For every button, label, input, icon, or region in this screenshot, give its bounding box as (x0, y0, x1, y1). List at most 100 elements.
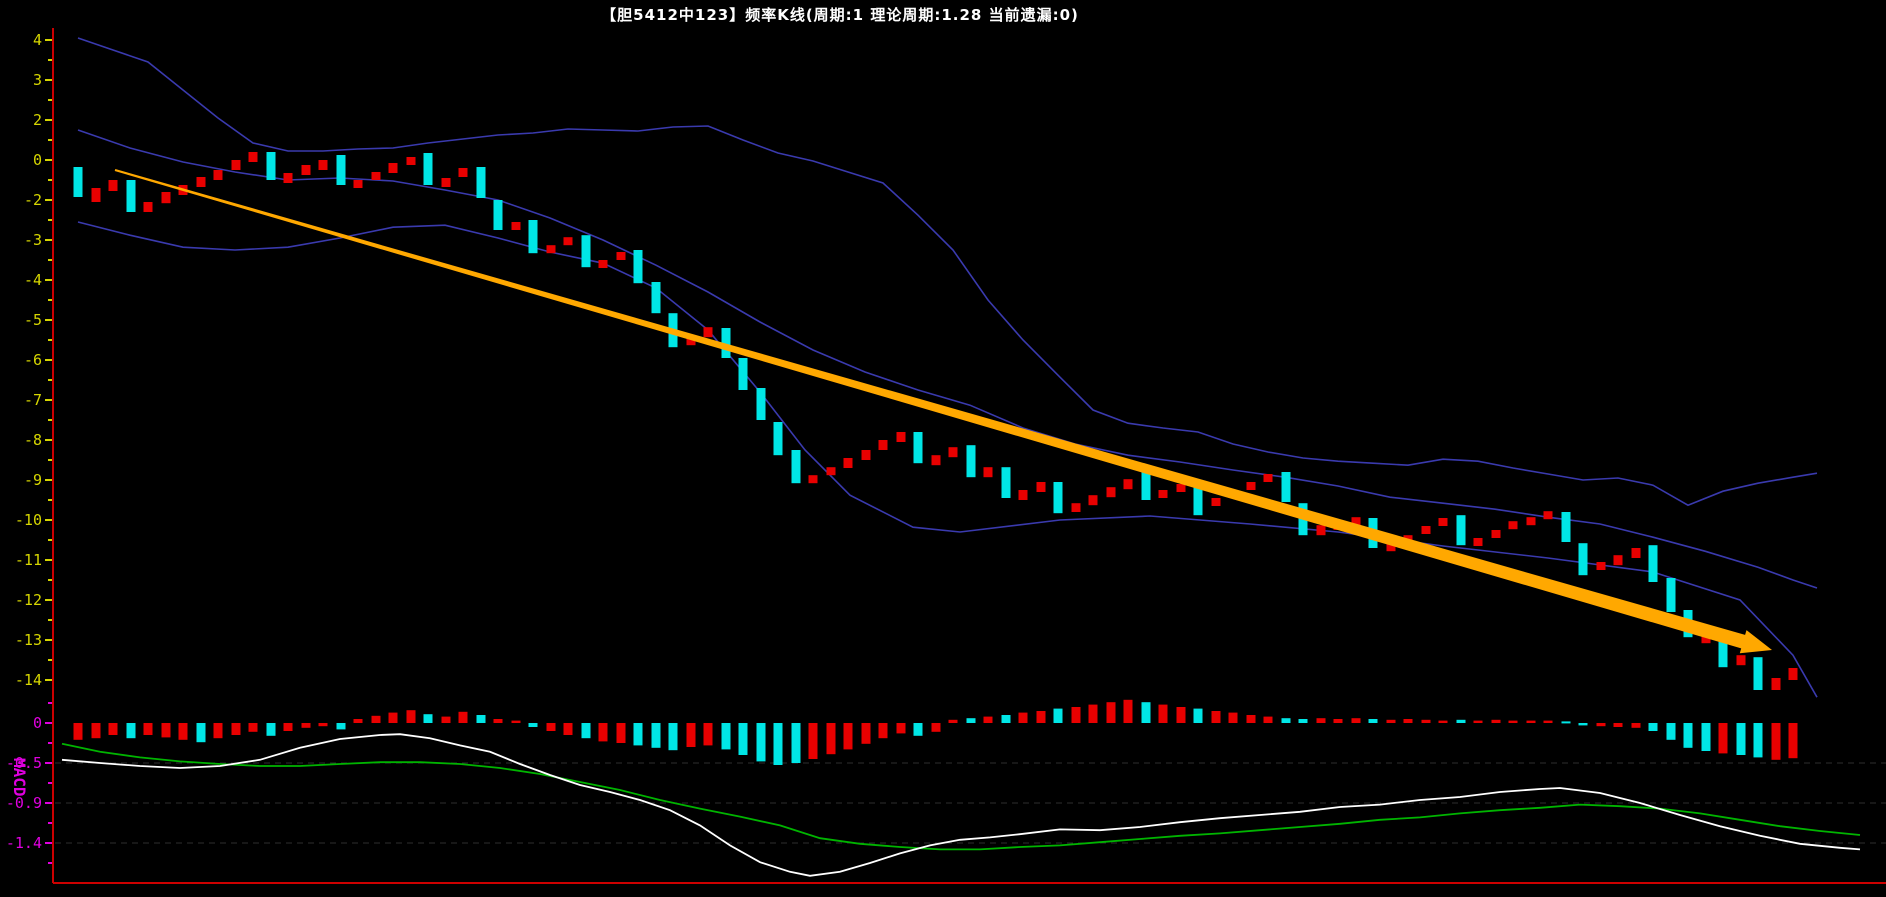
macd-hist-bar (1578, 723, 1588, 726)
macd-hist-bar (1001, 715, 1011, 723)
macd-hist-bar (1456, 719, 1466, 723)
bollinger-upper-line (77, 37, 1818, 507)
candle (948, 447, 958, 458)
trend-arrow (114, 169, 1773, 654)
candle (1421, 526, 1431, 534)
candle (143, 202, 153, 212)
main-axis-tick-label: -13 (15, 631, 42, 649)
macd-hist-bar (1718, 723, 1728, 754)
macd-axis-tick-label: -0.9 (6, 794, 42, 812)
macd-hist-bar (1561, 721, 1571, 724)
candle (476, 167, 486, 198)
candle (213, 170, 223, 180)
macd-hist-bar (248, 723, 258, 732)
candle (633, 250, 643, 284)
macd-hist-bar (1596, 723, 1606, 727)
macd-hist-bar (1491, 719, 1501, 723)
macd-hist-bar (1018, 712, 1028, 723)
macd-hist-bar (1141, 702, 1151, 723)
macd-hist-bar (616, 723, 626, 743)
macd-hist-bar (1106, 702, 1116, 723)
macd-hist-bar (266, 723, 276, 736)
candle (1561, 512, 1571, 542)
macd-hist-bar (1473, 720, 1483, 723)
macd-hist-bar (581, 723, 591, 739)
candle (721, 328, 731, 358)
candle (546, 245, 556, 254)
macd-hist-bar (213, 723, 223, 739)
macd-hist-bar (458, 711, 468, 723)
macd-hist-bar (721, 723, 731, 750)
candle (563, 237, 573, 246)
macd-hist-bar (476, 715, 486, 723)
macd-hist-bar (546, 723, 556, 731)
dea-line (61, 742, 1861, 851)
candle (1631, 548, 1641, 558)
candle (388, 163, 398, 173)
candle (1351, 517, 1361, 526)
macd-hist-bar (948, 719, 958, 723)
candle (1071, 503, 1081, 512)
macd-hist-bar (1211, 711, 1221, 723)
candle (1106, 487, 1116, 498)
main-axis-tick-label: 4 (33, 31, 42, 49)
candle (931, 455, 941, 466)
macd-hist-bar (318, 723, 328, 727)
macd-hist-bar (791, 723, 801, 763)
macd-hist-bar (931, 723, 941, 732)
macd-hist-bar (1316, 718, 1326, 723)
macd-hist-bar (756, 723, 766, 762)
candle (966, 445, 976, 478)
macd-hist-bar (843, 723, 853, 750)
macd-hist-bar (563, 723, 573, 735)
macd-hist-bar (1158, 704, 1168, 723)
macd-hist-bar (143, 723, 153, 735)
macd-hist-bar (686, 723, 696, 747)
candle (913, 432, 923, 464)
macd-hist-bar (983, 716, 993, 723)
macd-hist-bar (196, 723, 206, 743)
candle (878, 440, 888, 450)
candle (108, 180, 118, 191)
candle (126, 180, 136, 212)
candle (826, 467, 836, 476)
macd-hist-bar (773, 723, 783, 765)
macd-hist-bar (231, 723, 241, 735)
chart-title: 【胆5412中123】频率K线(周期:1 理论周期:1.28 当前遗漏:0) (601, 6, 1079, 24)
candle (1508, 521, 1518, 530)
macd-hist-bar (808, 723, 818, 759)
candle (231, 160, 241, 170)
main-axis-tick-label: 3 (33, 71, 42, 89)
macd-hist-bar (1123, 699, 1133, 723)
candle (983, 467, 993, 478)
candle (1718, 635, 1728, 668)
macd-hist-bar (1613, 723, 1623, 727)
candle (756, 388, 766, 420)
main-axis-tick-label: -10 (15, 511, 42, 529)
macd-hist-bar (1753, 723, 1763, 758)
candle (686, 335, 696, 346)
macd-hist-bar (633, 723, 643, 746)
macd-hist-bar (1351, 718, 1361, 723)
main-axis-tick-label: -6 (24, 351, 42, 369)
macd-hist-bar (371, 715, 381, 723)
macd-hist-bar (1298, 719, 1308, 723)
candle (1788, 668, 1798, 680)
macd-hist-bar (1648, 723, 1658, 731)
main-axis-tick-label: -4 (24, 271, 42, 289)
macd-hist-bar (1053, 708, 1063, 723)
main-axis-tick-label: -5 (24, 311, 42, 329)
macd-hist-bar (826, 723, 836, 755)
macd-hist-bar (1438, 720, 1448, 723)
candle (1246, 482, 1256, 490)
candle (616, 252, 626, 260)
macd-hist-bar (1543, 720, 1553, 723)
candle (511, 222, 521, 230)
candle (861, 450, 871, 460)
macd-axis-tick-label: -1.4 (6, 834, 42, 852)
candle (336, 155, 346, 185)
candle (1001, 467, 1011, 498)
macd-hist-bar (1736, 723, 1746, 755)
